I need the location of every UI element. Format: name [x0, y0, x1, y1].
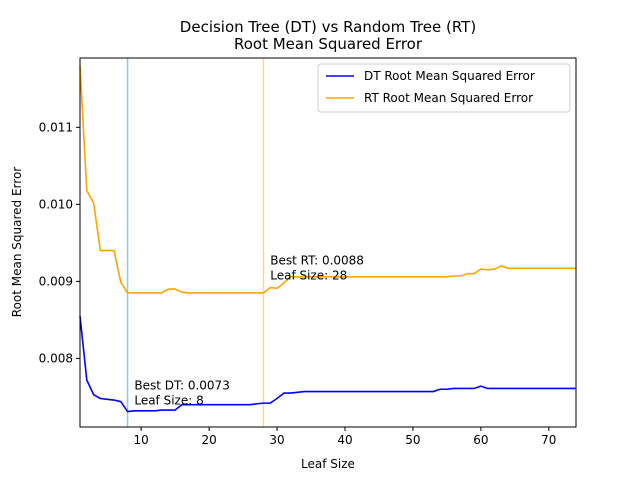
annotation-best-value: Best DT: 0.0073	[134, 378, 229, 392]
legend-rt-label: RT Root Mean Squared Error	[364, 91, 533, 105]
legend	[317, 63, 571, 113]
x-axis-label: Leaf Size	[301, 457, 355, 471]
legend-dt-label: DT Root Mean Squared Error	[364, 69, 535, 83]
x-tick-label: 20	[201, 433, 216, 447]
annotation-leaf-size: Leaf Size: 28	[270, 268, 347, 282]
dt-rmse-line	[79, 315, 576, 413]
y-tick-label: 0.008	[39, 351, 73, 365]
x-tick-label: 60	[473, 433, 488, 447]
x-tick-label: 40	[337, 433, 352, 447]
y-axis-label: Root Mean Squared Error	[10, 167, 24, 318]
x-tick-label: 30	[269, 433, 284, 447]
chart-subtitle: Root Mean Squared Error	[234, 35, 423, 53]
y-tick-label: 0.011	[39, 120, 73, 134]
y-tick-label: 0.009	[39, 274, 73, 288]
plot-frame	[79, 57, 577, 428]
x-tick-label: 70	[541, 433, 556, 447]
rt-rmse-line	[79, 65, 576, 294]
y-tick-label: 0.010	[39, 197, 73, 211]
annotation-best-value: Best RT: 0.0088	[270, 253, 364, 267]
x-tick-label: 10	[134, 433, 149, 447]
annotation-leaf-size: Leaf Size: 8	[134, 393, 203, 407]
x-tick-label: 50	[405, 433, 420, 447]
chart-title: Decision Tree (DT) vs Random Tree (RT)	[180, 18, 476, 36]
